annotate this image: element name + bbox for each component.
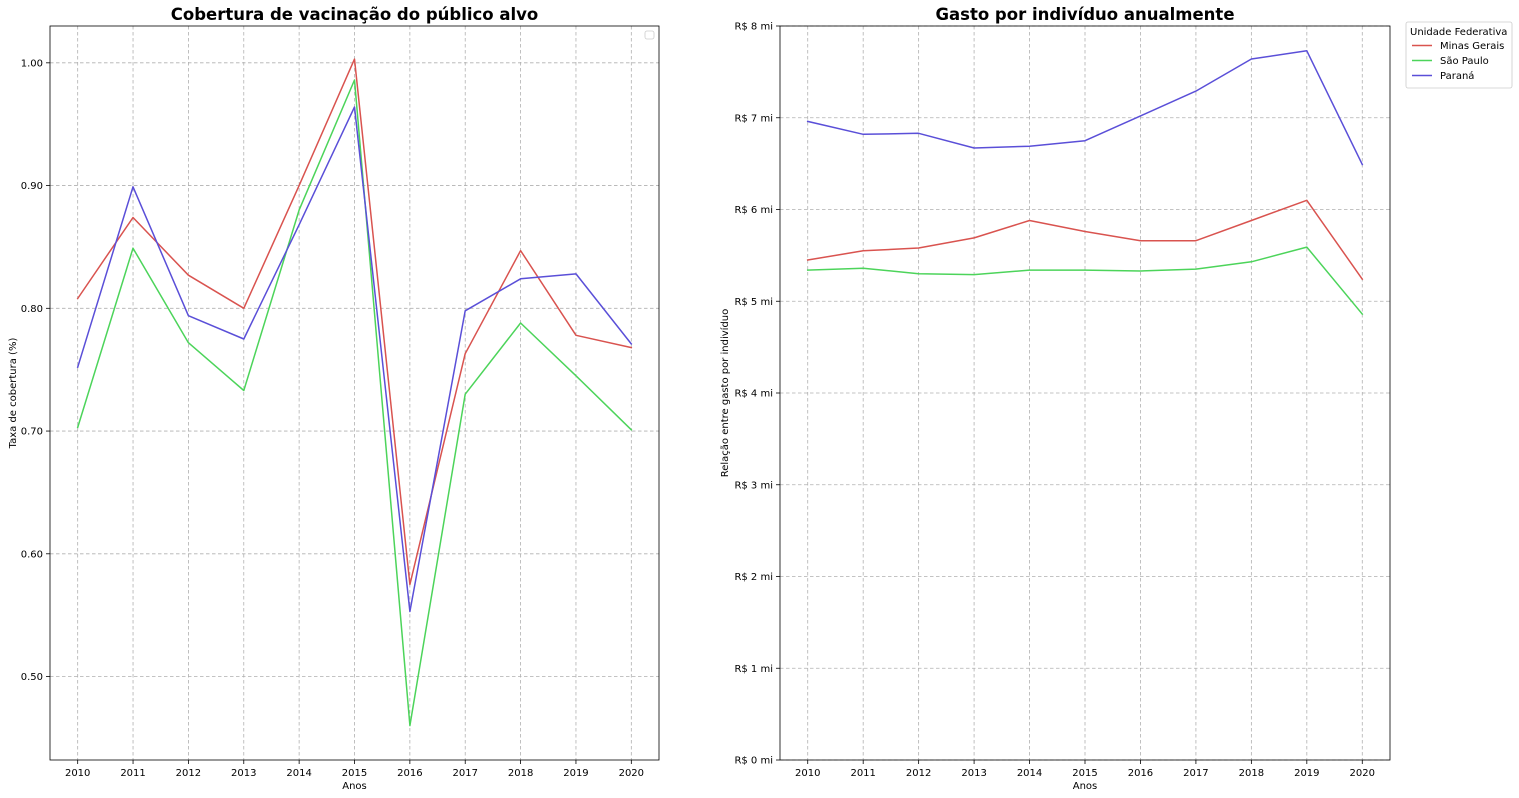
series-line-paraná (806, 50, 1364, 166)
x-tick-label: 2020 (1350, 768, 1375, 779)
x-tick-label: 2020 (619, 768, 644, 779)
y-ticks: 0.50 0.60 0.70 0.80 0.90 1.00 (21, 58, 50, 683)
series-line-1 (76, 79, 633, 727)
y-tick-label: 0.70 (21, 427, 43, 438)
y-tick-label: R$ 6 mi (734, 205, 773, 216)
series-line-minas-gerais (806, 199, 1364, 281)
x-tick-label: 2014 (1017, 768, 1042, 779)
x-tick-label: 2010 (795, 768, 820, 779)
x-axis-label: Anos (1073, 781, 1098, 792)
legend-box-empty (644, 30, 655, 40)
y-tick-label: 0.60 (21, 549, 43, 560)
x-tick-label: 2016 (397, 768, 422, 779)
legend-entry-label: Minas Gerais (1440, 41, 1504, 52)
x-tick-label: 2018 (1239, 768, 1264, 779)
x-tick-label: 2016 (1128, 768, 1153, 779)
y-tick-label: R$ 5 mi (734, 297, 773, 308)
x-ticks: 2010 2011 2012 2013 2014 2015 2016 2017 2018 2019… (795, 760, 1375, 779)
x-tick-label: 2019 (563, 768, 588, 779)
x-tick-label: 2011 (120, 768, 145, 779)
y-tick-label: R$ 1 mi (734, 664, 773, 675)
y-tick-label: 0.90 (21, 181, 43, 192)
chart-spending-per-individual: 2010 2011 2012 2013 2014 2015 2016 2017 2018 2019… (719, 5, 1513, 792)
y-ticks: R$ 0 mi R$ 1 mi R$ 2 mi R$ 3 mi R$ 4 mi R$ 5 … (734, 22, 780, 767)
legend-entry-label: Paraná (1440, 70, 1474, 82)
y-tick-label: 1.00 (21, 58, 43, 69)
x-tick-label: 2017 (453, 768, 478, 779)
legend-items: Minas Gerais São Paulo Paraná (1412, 41, 1504, 82)
chart-vaccination-coverage: 2010 2011 2012 2013 2014 2015 2016 2017 2018 2019… (8, 5, 660, 792)
x-tick-label: 2013 (231, 768, 256, 779)
y-tick-label: 0.80 (21, 304, 43, 315)
x-tick-label: 2012 (906, 768, 931, 779)
y-tick-label: R$ 4 mi (734, 389, 773, 400)
series-line-são-paulo (806, 246, 1364, 316)
x-axis-label: Anos (342, 781, 367, 792)
series-line-0 (76, 58, 633, 586)
legend-title: Unidade Federativa (1410, 27, 1507, 38)
y-axis-label: Relação entre gasto por indivíduo (719, 309, 731, 478)
x-tick-label: 2010 (65, 768, 90, 779)
chart-title: Cobertura de vacinação do público alvo (171, 5, 539, 24)
chart-title: Gasto por indivíduo anualmente (935, 5, 1234, 24)
y-tick-label: 0.50 (21, 672, 43, 683)
x-tick-label: 2013 (961, 768, 986, 779)
legend: Unidade Federativa Minas Gerais São Paulo… (1405, 21, 1513, 89)
x-tick-label: 2015 (1072, 768, 1097, 779)
y-tick-label: R$ 3 mi (734, 480, 773, 491)
grid-lines (50, 26, 659, 760)
x-tick-label: 2018 (508, 768, 533, 779)
y-tick-label: R$ 0 mi (734, 756, 773, 767)
legend-box (1405, 21, 1513, 89)
x-tick-label: 2014 (286, 768, 311, 779)
grid-lines (780, 25, 1390, 761)
y-axis-label: Taxa de cobertura (%) (8, 338, 19, 450)
x-tick-label: 2011 (850, 768, 875, 779)
x-ticks: 2010 2011 2012 2013 2014 2015 2016 2017 2018 2019… (65, 760, 644, 779)
y-tick-label: R$ 7 mi (734, 113, 773, 124)
x-tick-label: 2015 (342, 768, 367, 779)
series-line-2 (76, 106, 633, 613)
y-tick-label: R$ 2 mi (734, 572, 773, 583)
x-tick-label: 2017 (1183, 768, 1208, 779)
series-lines (806, 50, 1364, 316)
x-tick-label: 2019 (1294, 768, 1319, 779)
x-tick-label: 2012 (176, 768, 201, 779)
y-tick-label: R$ 8 mi (734, 22, 773, 33)
series-lines (76, 58, 633, 727)
legend-entry-label: São Paulo (1440, 56, 1489, 67)
